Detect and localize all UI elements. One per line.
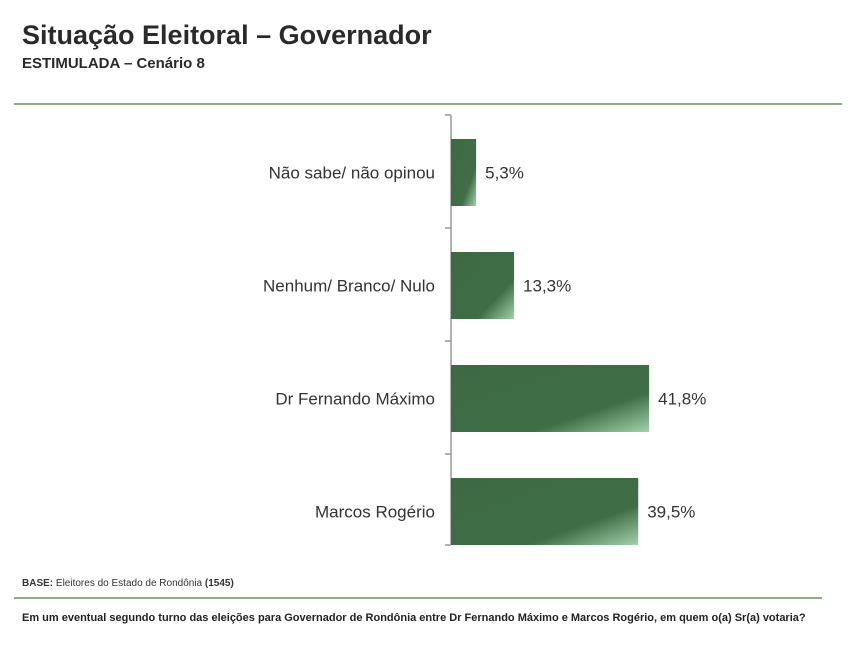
data-label: 41,8% [658,390,706,409]
data-label: 39,5% [647,503,695,522]
base-label: BASE: [22,578,54,589]
data-label: 5,3% [485,164,524,183]
base-text: Eleitores do Estado de Rondônia [55,578,203,589]
header-divider [14,103,842,105]
category-label: Não sabe/ não opinou [269,164,435,183]
bar-chart: Não sabe/ não opinou 5,3% Nenhum/ Branco/ … [263,114,706,546]
bar [451,365,650,432]
base-count: (1545) [204,578,234,589]
survey-question: Em um eventual segundo turno das eleiçõe… [22,612,806,624]
data-label: 13,3% [523,277,571,296]
category-label: Nenhum/ Branco/ Nulo [263,277,435,296]
base-note: BASE: Eleitores do Estado de Rondônia (1… [22,578,234,589]
footer-divider [14,597,822,599]
category-label: Dr Fernando Máximo [275,390,435,409]
bar [451,252,515,319]
bar [451,478,639,545]
page-subtitle: ESTIMULADA – Cenário 8 [22,55,205,72]
category-label: Marcos Rogério [315,503,435,522]
bar [451,139,477,206]
page-title: Situação Eleitoral – Governador [22,20,432,50]
